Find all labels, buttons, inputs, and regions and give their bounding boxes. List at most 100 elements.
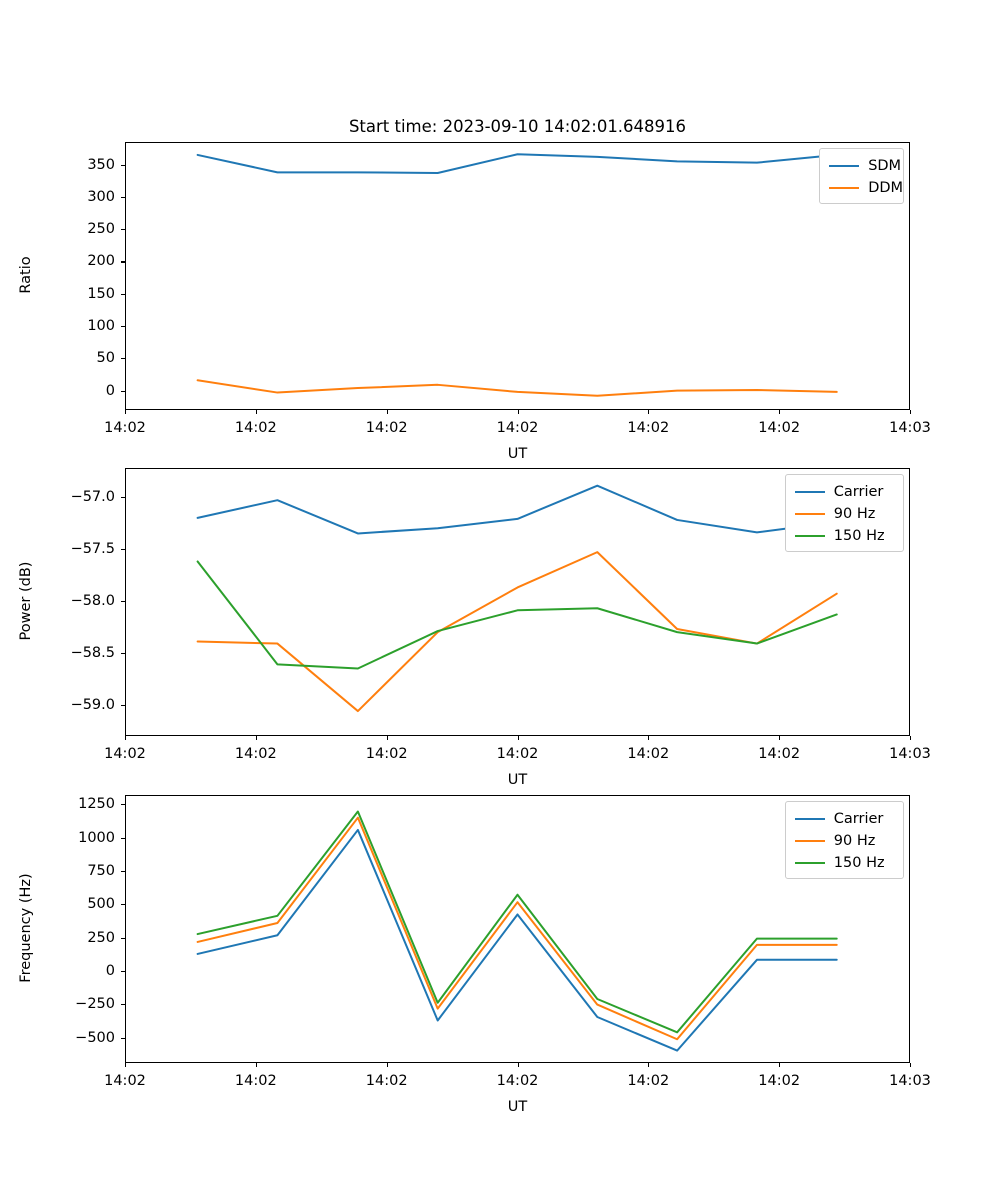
xtick-label-frequency: 14:02 [104, 1073, 146, 1089]
ytick-label-power: −57.0 [70, 489, 115, 506]
ytick-mark-ratio [121, 358, 125, 360]
data-line-90-hz [196, 551, 838, 713]
legend-item-carrier[interactable]: Carrier [794, 481, 894, 503]
ytick-mark-frequency [121, 1004, 125, 1006]
ytick-label-power: −59.0 [70, 696, 115, 713]
legend-swatch-icon [829, 165, 860, 167]
legend-item-150-hz[interactable]: 150 Hz [794, 525, 894, 547]
figure-title: Start time: 2023-09-10 14:02:01.648916 [348, 117, 687, 136]
xtick-mark-frequency [386, 1063, 388, 1067]
ytick-mark-ratio [121, 196, 125, 198]
xtick-mark-ratio [386, 410, 388, 414]
xtick-label-power: 14:02 [104, 746, 146, 762]
ytick-label-ratio: 100 [87, 318, 115, 335]
ytick-label-frequency: 1000 [78, 829, 115, 846]
ytick-mark-frequency [121, 904, 125, 906]
xtick-mark-ratio [255, 410, 257, 414]
xaxis-label-ratio: UT [507, 446, 528, 462]
xtick-label-power: 14:02 [758, 746, 801, 762]
subplot-power [125, 468, 910, 736]
xtick-label-ratio: 14:02 [234, 420, 277, 436]
ytick-mark-power [121, 652, 125, 654]
legend-swatch-icon [794, 513, 825, 515]
legend-label: 90 Hz [833, 505, 876, 522]
xtick-mark-power [910, 736, 912, 740]
ytick-mark-frequency [121, 937, 125, 939]
ytick-label-ratio: 200 [87, 253, 115, 270]
axes-frame-ratio [125, 142, 910, 410]
xtick-label-ratio: 14:02 [758, 420, 801, 436]
subplot-ratio [125, 142, 910, 410]
xtick-mark-ratio [910, 410, 912, 414]
xtick-label-frequency: 14:02 [758, 1073, 801, 1089]
xtick-label-power: 14:02 [496, 746, 539, 762]
ytick-label-ratio: 150 [87, 285, 115, 302]
xtick-mark-ratio [517, 410, 519, 414]
ytick-mark-power [121, 497, 125, 499]
xtick-mark-frequency [125, 1063, 127, 1067]
ytick-mark-power [121, 549, 125, 551]
plot-lines-frequency [196, 810, 838, 1052]
legend-item-90-hz[interactable]: 90 Hz [794, 830, 894, 852]
legend-item-sdm[interactable]: SDM [829, 155, 901, 177]
ytick-label-frequency: 0 [105, 963, 115, 979]
legend-swatch-icon [794, 818, 825, 820]
xtick-label-ratio: 14:02 [627, 420, 670, 436]
xtick-label-frequency: 14:02 [365, 1073, 408, 1089]
legend-label: SDM [868, 157, 902, 174]
legend-swatch-icon [829, 187, 860, 189]
xaxis-label-power: UT [507, 772, 528, 788]
ytick-label-frequency: −250 [75, 996, 115, 1013]
legend-swatch-icon [794, 535, 825, 537]
legend-power[interactable]: Carrier 90 Hz 150 Hz [784, 474, 904, 552]
ytick-label-ratio: 0 [105, 382, 115, 399]
ytick-mark-power [121, 704, 125, 706]
xtick-label-power: 14:02 [365, 746, 408, 762]
xtick-mark-power [125, 736, 127, 740]
ytick-label-ratio: 350 [87, 156, 115, 173]
ytick-mark-power [121, 600, 125, 603]
legend-item-150-hz[interactable]: 150 Hz [794, 852, 894, 874]
legend-ratio[interactable]: SDM DDM [819, 148, 904, 204]
xtick-mark-frequency [517, 1063, 519, 1067]
legend-label: Carrier [833, 810, 884, 827]
xtick-mark-power [648, 736, 650, 740]
xtick-mark-ratio [779, 410, 781, 414]
data-line-carrier [196, 484, 838, 535]
data-line-carrier [196, 828, 838, 1052]
data-line-sdm [196, 153, 838, 174]
axes-frame-power [125, 468, 910, 736]
xtick-label-frequency: 14:02 [496, 1073, 539, 1089]
ytick-label-frequency: 1250 [78, 796, 115, 813]
ytick-label-frequency: 250 [87, 929, 115, 946]
legend-frequency[interactable]: Carrier 90 Hz 150 Hz [784, 801, 904, 879]
yaxis-label-ratio: Ratio [18, 256, 34, 294]
ytick-label-power: −57.5 [70, 541, 115, 558]
xaxis-label-frequency: UT [507, 1099, 528, 1115]
legend-item-ddm[interactable]: DDM [829, 177, 903, 199]
yaxis-label-frequency: Frequency (Hz) [18, 873, 34, 983]
plot-lines-ratio [196, 153, 838, 397]
xtick-mark-ratio [648, 410, 650, 414]
ytick-label-ratio: 50 [96, 350, 115, 367]
ytick-mark-ratio [121, 164, 125, 166]
ytick-label-frequency: −500 [75, 1029, 115, 1046]
data-line-150-hz [196, 810, 838, 1034]
legend-item-carrier[interactable]: Carrier [794, 808, 894, 830]
legend-item-90-hz[interactable]: 90 Hz [794, 503, 894, 525]
ytick-mark-frequency [121, 871, 125, 873]
ytick-label-ratio: 300 [87, 188, 115, 205]
plot-lines-power [196, 484, 838, 713]
legend-label: DDM [868, 179, 904, 196]
xtick-mark-power [386, 736, 388, 740]
ytick-mark-ratio [121, 390, 125, 392]
ytick-label-power: −58.0 [70, 592, 115, 609]
legend-label: 150 Hz [833, 854, 885, 871]
xtick-label-ratio: 14:02 [104, 420, 146, 436]
xtick-mark-power [517, 736, 519, 740]
xtick-label-ratio: 14:02 [365, 420, 408, 436]
legend-swatch-icon [794, 862, 825, 864]
legend-label: Carrier [833, 483, 884, 500]
xtick-mark-frequency [648, 1063, 650, 1067]
ytick-mark-frequency [121, 837, 125, 839]
